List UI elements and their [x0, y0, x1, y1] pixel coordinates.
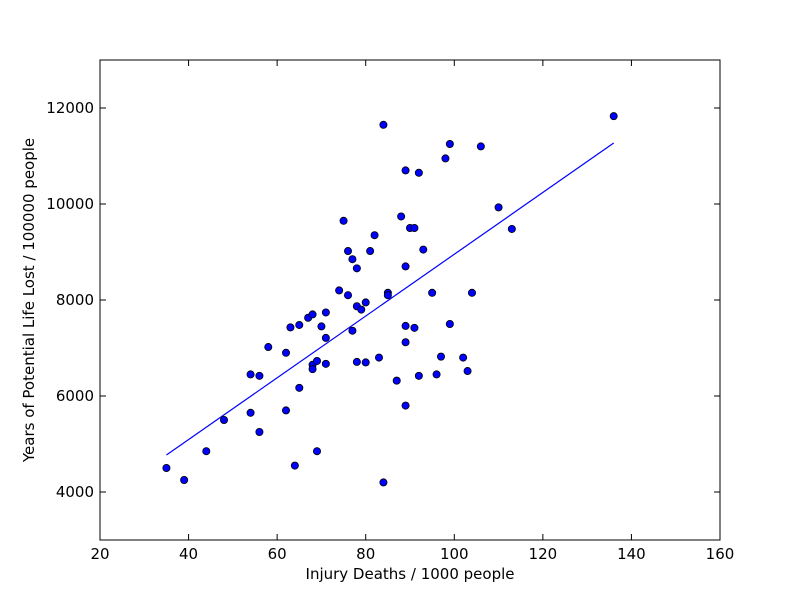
data-point [609, 112, 618, 121]
axis-ticks: 20 40 60 80 100 120 140 160 4000 6000 8000 10000 120… [46, 60, 734, 563]
x-tick-label: 80 [356, 545, 375, 563]
y-tick-label: 8000 [56, 291, 94, 309]
data-point [264, 343, 273, 352]
plot-background [100, 60, 720, 540]
data-point [352, 264, 361, 273]
data-point [463, 367, 472, 376]
data-point [295, 320, 304, 329]
data-point [379, 120, 388, 129]
data-point [419, 245, 428, 254]
data-point [414, 168, 423, 177]
data-point [321, 308, 330, 317]
data-point [357, 305, 366, 314]
data-point [255, 371, 264, 380]
y-tick-label: 10000 [46, 195, 94, 213]
data-point [410, 323, 419, 332]
data-point [436, 352, 445, 361]
data-point [428, 288, 437, 297]
x-axis-label: Injury Deaths / 1000 people [306, 565, 515, 583]
fit-line [166, 142, 615, 456]
data-point [312, 447, 321, 456]
data-point [392, 376, 401, 385]
data-point [317, 322, 326, 331]
data-point [383, 291, 392, 300]
y-tick-label: 4000 [56, 483, 94, 501]
data-point [401, 321, 410, 330]
data-point [379, 478, 388, 487]
x-tick-label: 120 [529, 545, 558, 563]
data-point [432, 370, 441, 379]
data-point [308, 365, 317, 374]
data-point [459, 353, 468, 362]
data-point [321, 359, 330, 368]
y-tick-label: 12000 [46, 99, 94, 117]
data-point [335, 286, 344, 295]
x-tick-label: 60 [268, 545, 287, 563]
x-tick-label: 100 [440, 545, 469, 563]
x-tick-label: 40 [179, 545, 198, 563]
data-point [343, 291, 352, 300]
data-point [370, 231, 379, 240]
data-point [361, 358, 370, 367]
data-point [339, 216, 348, 225]
data-point [445, 139, 454, 148]
data-point [343, 247, 352, 256]
x-tick-label: 160 [706, 545, 735, 563]
x-tick-label: 140 [617, 545, 646, 563]
data-point [286, 323, 295, 332]
data-point [467, 288, 476, 297]
y-axis-label: Years of Potential Life Lost / 100000 pe… [20, 138, 38, 463]
fit-line-layer [166, 142, 615, 456]
data-point [219, 415, 228, 424]
data-point [180, 475, 189, 484]
data-point [441, 154, 450, 163]
y-tick-label: 6000 [56, 387, 94, 405]
data-point [281, 348, 290, 357]
data-points-layer [162, 112, 618, 487]
data-point [348, 255, 357, 264]
data-point [445, 319, 454, 328]
data-point [401, 262, 410, 271]
data-point [352, 357, 361, 366]
data-point [507, 224, 516, 233]
data-point [308, 310, 317, 319]
data-point [281, 406, 290, 415]
data-point [476, 142, 485, 151]
data-point [290, 461, 299, 470]
data-point [401, 401, 410, 410]
data-point [401, 166, 410, 175]
data-point [246, 408, 255, 417]
data-point [366, 247, 375, 256]
data-point [361, 298, 370, 307]
plot-frame [99, 59, 721, 541]
data-point [494, 203, 503, 212]
x-tick-label: 20 [90, 545, 109, 563]
data-point [312, 356, 321, 365]
data-point [414, 371, 423, 380]
data-point [401, 338, 410, 347]
data-point [162, 463, 171, 472]
data-point [295, 383, 304, 392]
data-point [321, 333, 330, 342]
data-point [410, 223, 419, 232]
data-point [255, 427, 264, 436]
data-point [202, 447, 211, 456]
data-point [348, 326, 357, 335]
data-point [246, 370, 255, 379]
data-point [374, 353, 383, 362]
data-point [397, 212, 406, 221]
